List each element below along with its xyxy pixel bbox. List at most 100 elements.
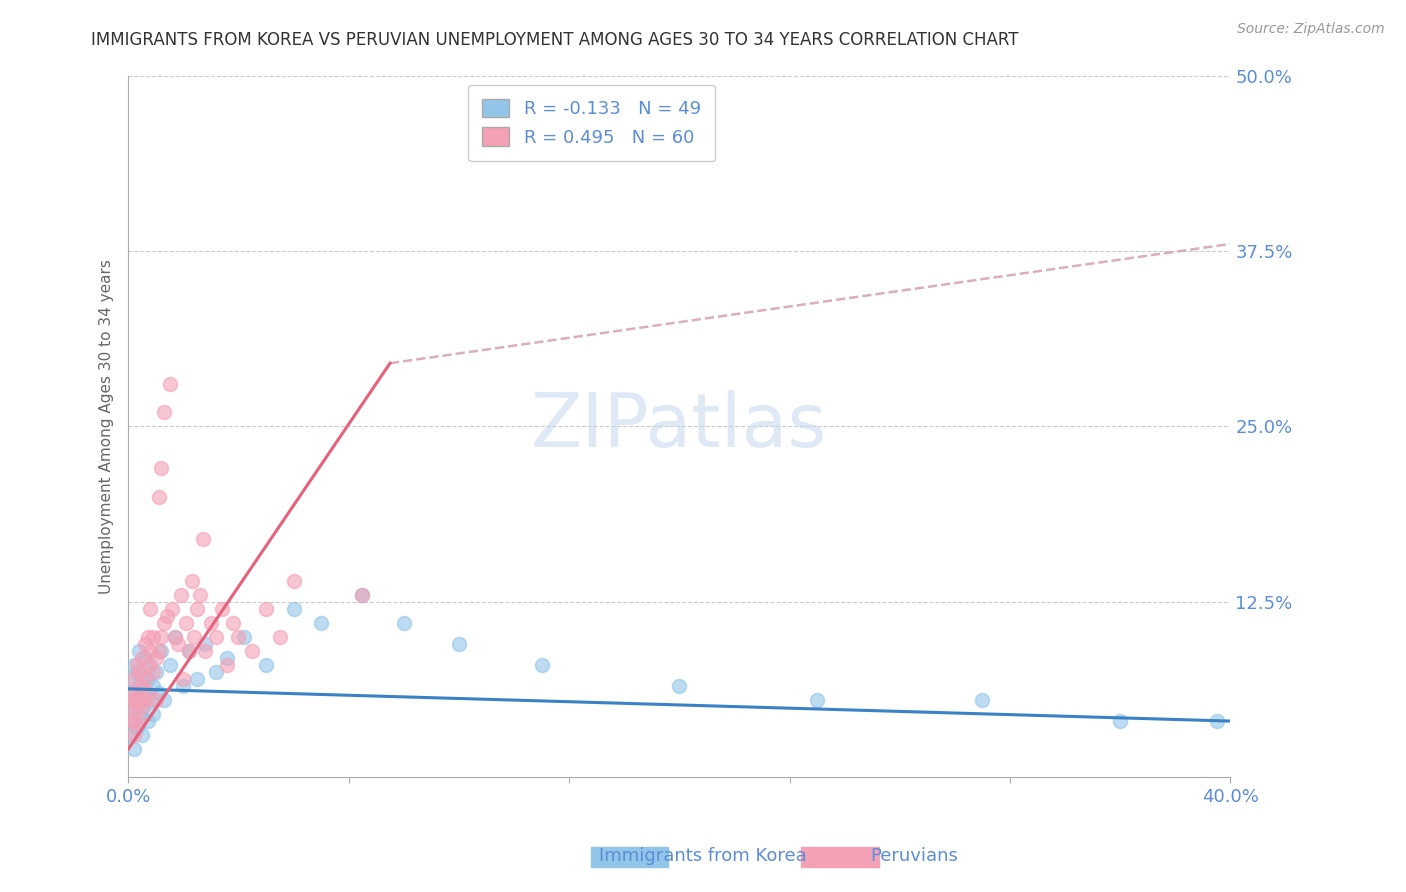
Point bbox=[122, 714, 145, 728]
Point bbox=[153, 615, 176, 630]
Point bbox=[120, 700, 142, 714]
Point bbox=[283, 602, 305, 616]
Point bbox=[211, 602, 233, 616]
Point bbox=[122, 693, 145, 707]
Point bbox=[145, 651, 167, 665]
Point bbox=[254, 657, 277, 672]
Point bbox=[530, 657, 553, 672]
Point bbox=[120, 672, 142, 686]
Point bbox=[205, 630, 228, 644]
Point bbox=[153, 693, 176, 707]
Point bbox=[122, 672, 145, 686]
Point bbox=[166, 637, 188, 651]
Point bbox=[309, 615, 332, 630]
Point bbox=[159, 657, 181, 672]
Text: ZIPatlas: ZIPatlas bbox=[531, 390, 828, 463]
Point bbox=[139, 602, 162, 616]
Point bbox=[125, 665, 148, 679]
Point bbox=[122, 686, 145, 700]
Text: Peruvians: Peruvians bbox=[870, 847, 957, 865]
Point bbox=[806, 693, 828, 707]
Y-axis label: Unemployment Among Ages 30 to 34 years: Unemployment Among Ages 30 to 34 years bbox=[100, 259, 114, 594]
Point bbox=[142, 665, 165, 679]
Point bbox=[134, 672, 156, 686]
Point bbox=[191, 532, 214, 546]
Point bbox=[254, 602, 277, 616]
Point bbox=[165, 630, 187, 644]
Point bbox=[128, 714, 150, 728]
Point bbox=[136, 672, 159, 686]
Point bbox=[134, 637, 156, 651]
Point bbox=[188, 588, 211, 602]
Point bbox=[172, 672, 194, 686]
Point bbox=[136, 657, 159, 672]
Point bbox=[148, 686, 170, 700]
Point bbox=[122, 714, 145, 728]
Point bbox=[150, 630, 173, 644]
Point bbox=[131, 651, 153, 665]
Point bbox=[162, 602, 184, 616]
Point bbox=[148, 490, 170, 504]
Point bbox=[136, 686, 159, 700]
Point bbox=[139, 693, 162, 707]
Point bbox=[447, 637, 470, 651]
Text: Source: ZipAtlas.com: Source: ZipAtlas.com bbox=[1237, 22, 1385, 37]
Point bbox=[205, 665, 228, 679]
Point bbox=[200, 615, 222, 630]
Point bbox=[180, 574, 202, 588]
Point bbox=[134, 686, 156, 700]
Point bbox=[194, 644, 217, 658]
Point bbox=[128, 707, 150, 722]
Point bbox=[120, 686, 142, 700]
Point bbox=[128, 679, 150, 693]
Point bbox=[122, 657, 145, 672]
Point bbox=[125, 700, 148, 714]
Point bbox=[217, 657, 239, 672]
Point bbox=[153, 405, 176, 419]
Point bbox=[120, 714, 142, 728]
Point bbox=[233, 630, 256, 644]
Point bbox=[120, 700, 142, 714]
Point bbox=[186, 602, 208, 616]
Point bbox=[142, 707, 165, 722]
Point bbox=[1205, 714, 1227, 728]
Point bbox=[131, 728, 153, 742]
Point bbox=[194, 637, 217, 651]
Point bbox=[1109, 714, 1132, 728]
Point bbox=[145, 665, 167, 679]
Point bbox=[183, 630, 205, 644]
Point bbox=[139, 657, 162, 672]
Point bbox=[134, 693, 156, 707]
Point bbox=[217, 651, 239, 665]
Point bbox=[186, 672, 208, 686]
Point bbox=[222, 615, 245, 630]
Point bbox=[131, 700, 153, 714]
Text: IMMIGRANTS FROM KOREA VS PERUVIAN UNEMPLOYMENT AMONG AGES 30 TO 34 YEARS CORRELA: IMMIGRANTS FROM KOREA VS PERUVIAN UNEMPL… bbox=[91, 31, 1019, 49]
Point bbox=[145, 693, 167, 707]
Point bbox=[177, 644, 200, 658]
Point bbox=[392, 615, 415, 630]
Point bbox=[283, 574, 305, 588]
Point bbox=[131, 700, 153, 714]
Point bbox=[169, 588, 191, 602]
Point bbox=[174, 615, 197, 630]
Point bbox=[172, 679, 194, 693]
Point bbox=[131, 679, 153, 693]
Point bbox=[148, 644, 170, 658]
Point bbox=[125, 657, 148, 672]
Point bbox=[128, 665, 150, 679]
Point bbox=[156, 608, 179, 623]
Text: Immigrants from Korea: Immigrants from Korea bbox=[599, 847, 807, 865]
Point bbox=[159, 377, 181, 392]
Point bbox=[150, 644, 173, 658]
Point bbox=[150, 461, 173, 475]
Point bbox=[352, 588, 374, 602]
Point bbox=[122, 728, 145, 742]
Point bbox=[136, 630, 159, 644]
Point bbox=[136, 714, 159, 728]
Legend: R = -0.133   N = 49, R = 0.495   N = 60: R = -0.133 N = 49, R = 0.495 N = 60 bbox=[468, 85, 716, 161]
Point bbox=[142, 679, 165, 693]
Point bbox=[352, 588, 374, 602]
Point bbox=[972, 693, 994, 707]
Point bbox=[139, 644, 162, 658]
